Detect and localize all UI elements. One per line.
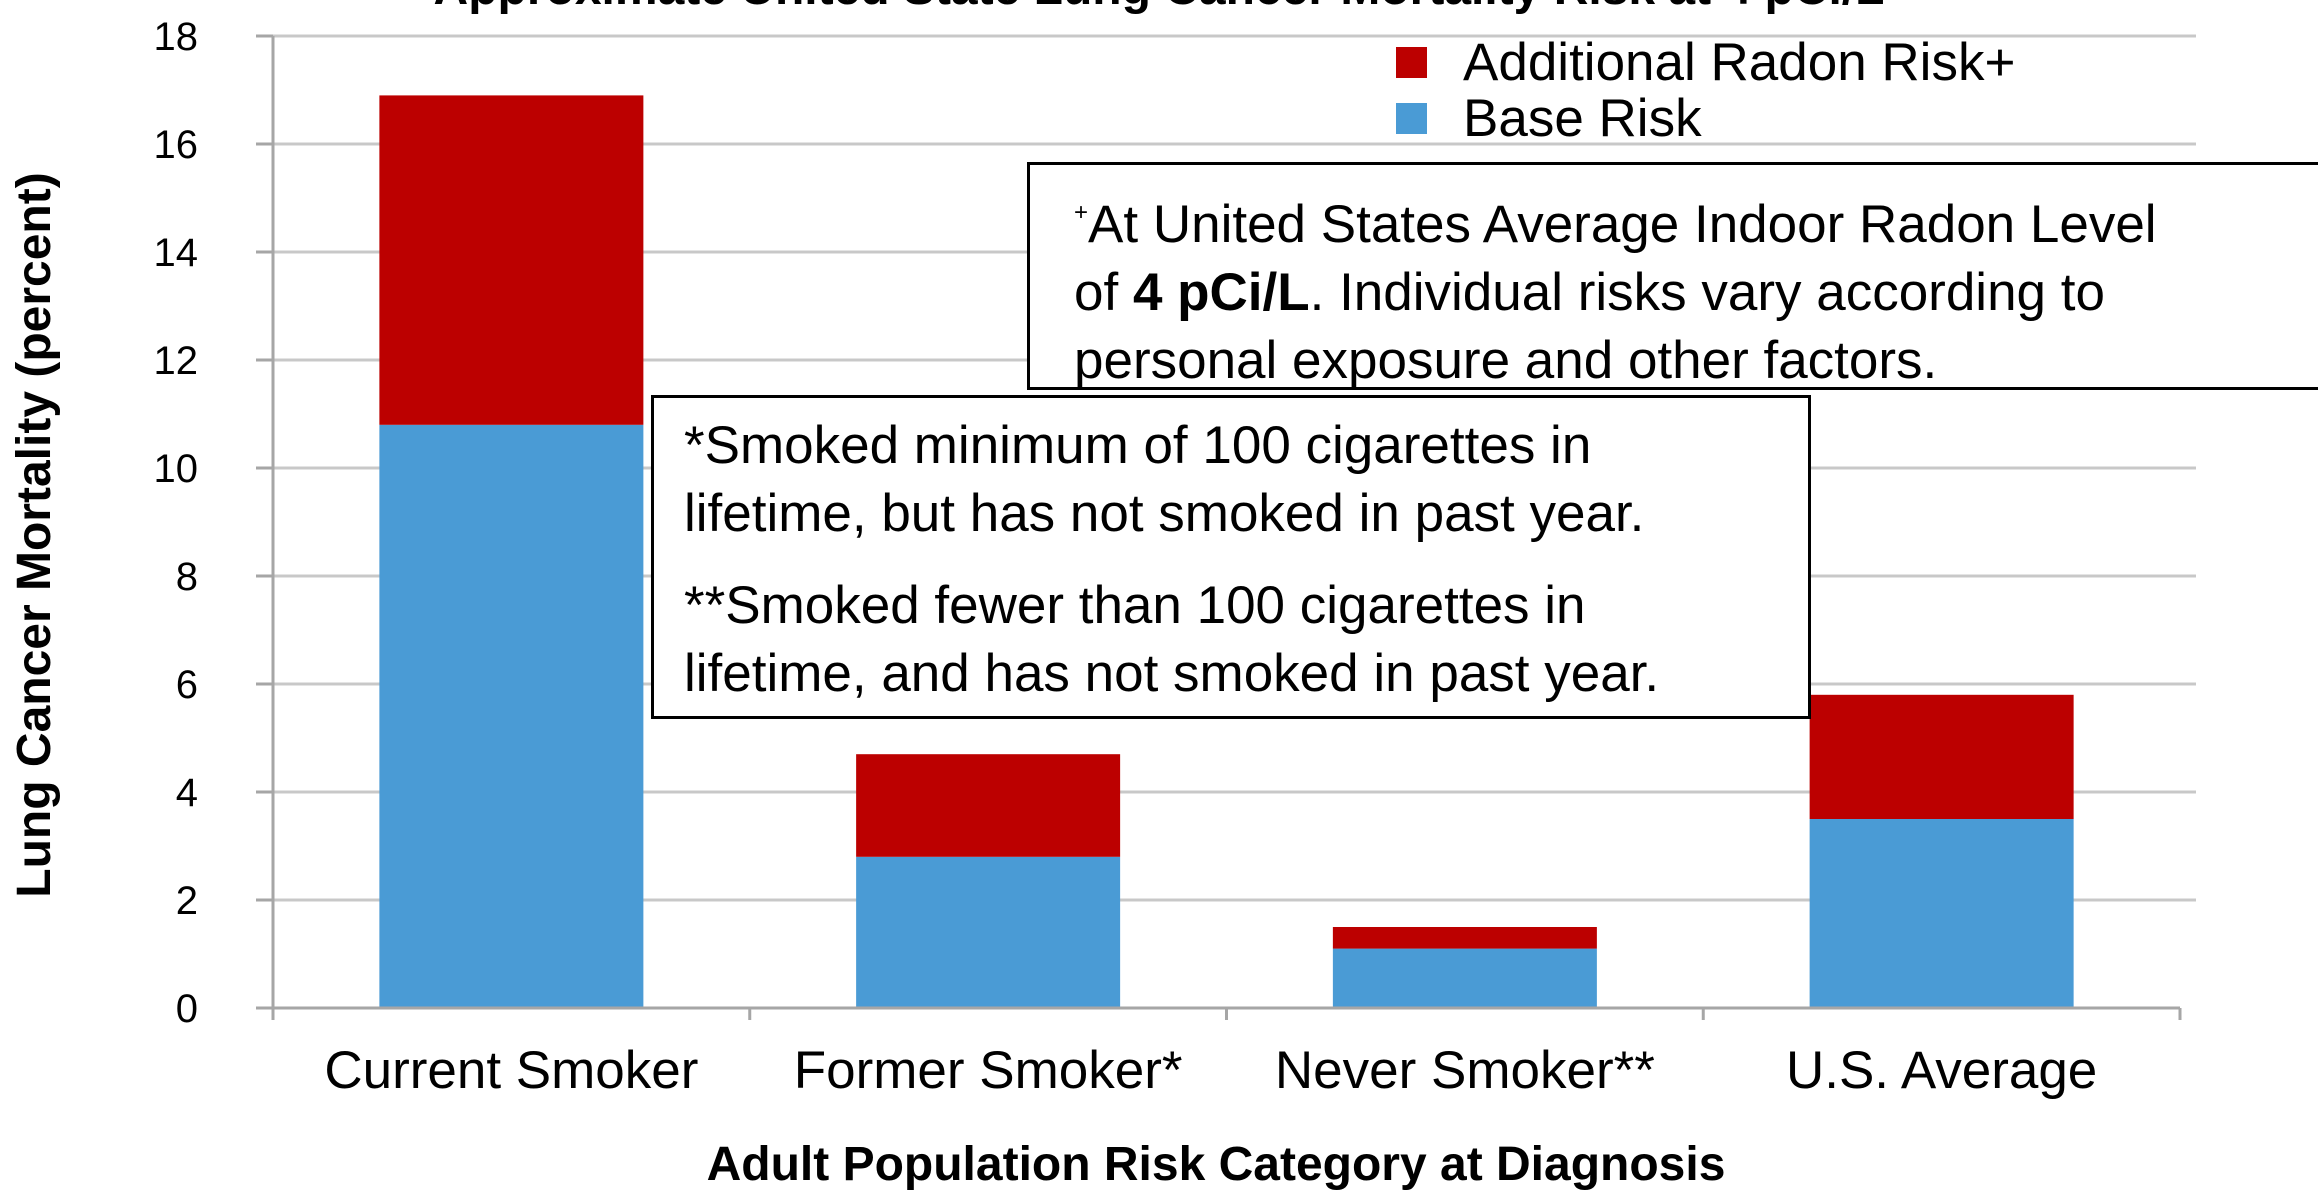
axes: 0 2 4 6 8 10 12 14 16 18 Current Smoker Former Smok…	[154, 15, 2182, 1100]
y-tick-label: 16	[154, 123, 199, 167]
y-axis-title: Lung Cancer Mortality (percent)	[8, 172, 61, 897]
y-tick-label: 14	[154, 231, 199, 275]
y-tick-label: 0	[176, 987, 198, 1031]
bar-radon-risk-1	[379, 95, 644, 425]
y-tick-label: 10	[154, 447, 199, 491]
radon-level-value: 4 pCi/L	[1132, 263, 1310, 322]
y-tick-label: 6	[176, 663, 198, 707]
y-tick-label: 12	[154, 339, 199, 383]
bars	[379, 95, 2074, 1008]
y-tick-label: 2	[176, 879, 198, 923]
bar-base-risk-1	[379, 424, 644, 1008]
legend-item-base-risk-swatch	[1396, 103, 1427, 134]
radon-note-line-1: +At United States Average Indoor Radon L…	[1074, 195, 2157, 254]
bar-base-risk-4	[1809, 819, 2074, 1008]
legend-item-base-risk-label: Base Risk	[1463, 89, 1702, 148]
former-smoker-note: *Smoked minimum of 100 cigarettes in life…	[684, 416, 1645, 543]
bar-base-risk-2	[856, 856, 1121, 1008]
chart-title: Approximate United State Lung Cancer Mor…	[434, 0, 1885, 15]
x-axis-title: Adult Population Risk Category at Diagno…	[707, 1138, 1726, 1191]
legend-item-radon-risk-swatch	[1396, 47, 1427, 78]
x-tick-label: Former Smoker*	[794, 1041, 1183, 1100]
bar-radon-risk-4	[1809, 694, 2074, 819]
never-smoker-note: **Smoked fewer than 100 cigarettes in lif…	[684, 576, 1660, 703]
bar-radon-risk-3	[1332, 927, 1597, 949]
legend: Additional Radon Risk+Base Risk	[1396, 33, 2015, 148]
y-tick-label: 18	[154, 15, 199, 59]
bar-radon-risk-2	[856, 754, 1121, 857]
x-tick-label: Current Smoker	[324, 1041, 698, 1100]
radon-note-line-2: of 4 pCi/L. Individual risks vary accord…	[1074, 263, 2105, 322]
y-tick-label: 8	[176, 555, 198, 599]
radon-footnote-box: +At United States Average Indoor Radon L…	[1027, 162, 2318, 390]
smoker-footnote-box: *Smoked minimum of 100 cigarettes in life…	[651, 395, 1811, 719]
y-tick-label: 4	[176, 771, 198, 815]
x-tick-label: U.S. Average	[1786, 1041, 2097, 1100]
x-tick-label: Never Smoker**	[1275, 1041, 1655, 1100]
bar-base-risk-3	[1332, 948, 1597, 1008]
plus-mark: +	[1074, 199, 1089, 226]
radon-note-line-3: personal exposure and other factors.	[1074, 331, 1938, 390]
legend-item-radon-risk-label: Additional Radon Risk+	[1463, 33, 2015, 92]
